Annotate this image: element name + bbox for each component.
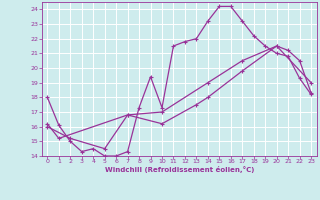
X-axis label: Windchill (Refroidissement éolien,°C): Windchill (Refroidissement éolien,°C) bbox=[105, 166, 254, 173]
